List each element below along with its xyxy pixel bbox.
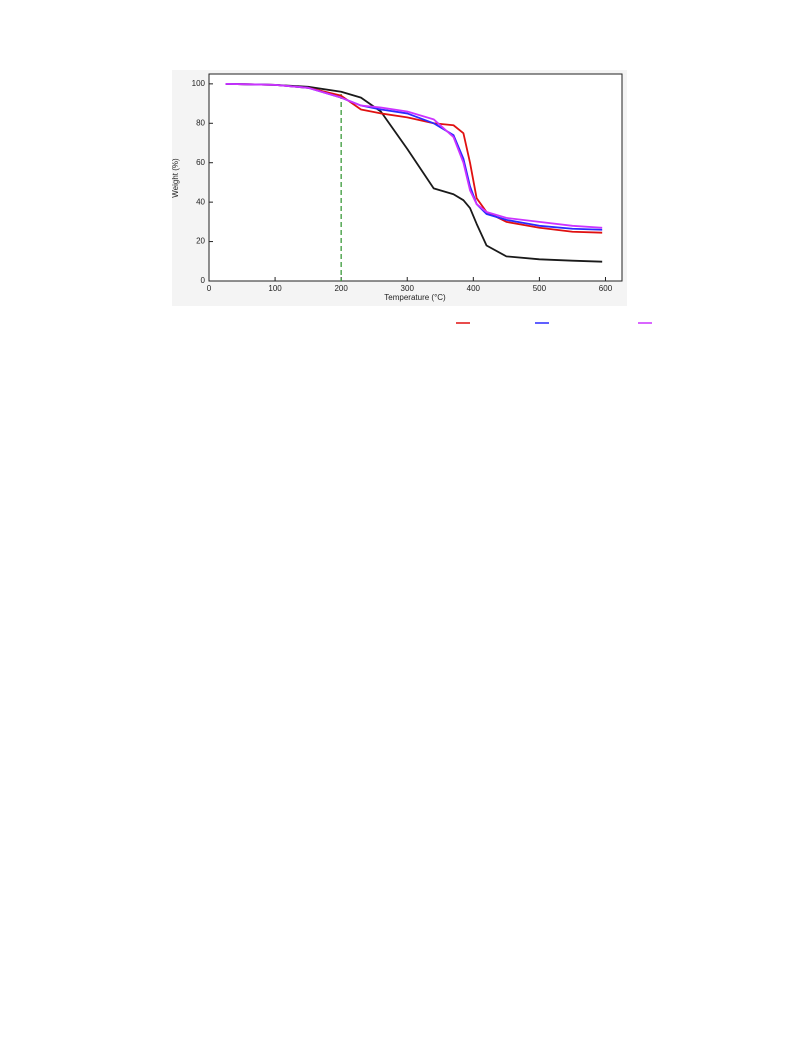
y-tick-label: 20 xyxy=(196,237,205,246)
x-tick-label: 300 xyxy=(401,284,415,293)
data-line xyxy=(225,82,603,229)
x-tick-label: 600 xyxy=(599,284,613,293)
y-tick-label: 40 xyxy=(196,197,205,206)
y-tick-label: 100 xyxy=(192,79,206,88)
y-tick-label: 60 xyxy=(196,158,205,167)
y-tick-label: 0 xyxy=(201,276,206,285)
x-tick-label: 200 xyxy=(334,284,348,293)
data-line xyxy=(225,82,603,234)
y-axis-title: Weight (%) xyxy=(171,158,180,198)
y-tick-label: 80 xyxy=(196,118,205,127)
x-tick-label: 400 xyxy=(467,284,481,293)
x-tick-label: 0 xyxy=(207,284,212,293)
x-tick-label: 500 xyxy=(533,284,547,293)
x-tick-label: 100 xyxy=(268,284,282,293)
x-axis-title: Temperature (°C) xyxy=(384,293,446,302)
plot-area xyxy=(208,73,623,282)
data-line xyxy=(225,82,603,263)
